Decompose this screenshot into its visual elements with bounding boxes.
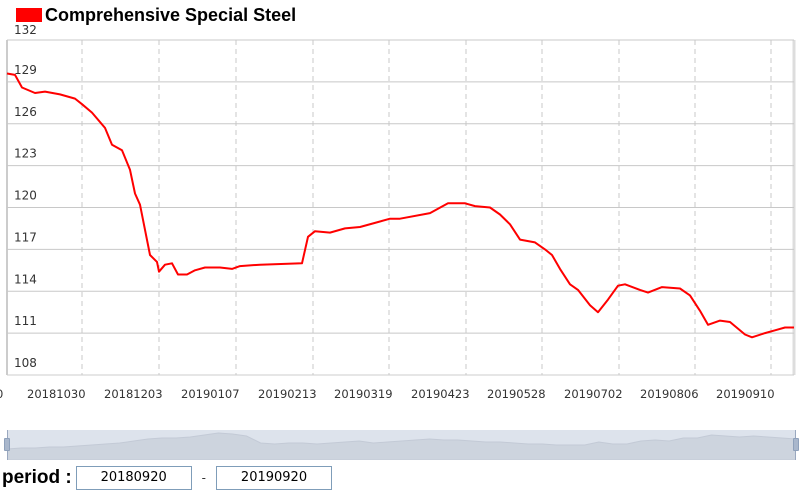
y-tick-label: 132 [14, 23, 37, 37]
y-tick-label: 108 [14, 356, 37, 370]
x-tick-label: 20190702 [564, 387, 623, 401]
navigator-area [7, 432, 796, 460]
x-tick-label: 20190806 [640, 387, 699, 401]
x-tick-label: 20190910 [716, 387, 775, 401]
y-tick-label: 111 [14, 314, 37, 328]
x-tick-label: 20181030 [27, 387, 86, 401]
end-date-input[interactable]: 20190920 [216, 466, 333, 490]
date-separator: - [201, 471, 207, 485]
x-tick-label: 20181203 [104, 387, 163, 401]
x-tick-label: 20190423 [411, 387, 470, 401]
start-date-input[interactable]: 20180920 [75, 466, 192, 490]
navigator-series [7, 432, 796, 460]
x-tick-label: 20190213 [258, 387, 317, 401]
chart-title-row: Comprehensive Special Steel [16, 4, 296, 26]
y-tick-label: 117 [14, 230, 37, 244]
line-chart: 108 111 114 117 120 123 126 129 132 20181030 20181… [0, 23, 796, 401]
y-tick-label: 123 [14, 147, 37, 161]
legend-swatch[interactable] [16, 8, 42, 22]
y-tick-label: 129 [14, 63, 37, 77]
period-selector: period : 20180920 - 20190920 [0, 465, 333, 491]
navigator-right-handle[interactable] [793, 438, 799, 451]
x-tick-label: 20190107 [181, 387, 240, 401]
x-tick-label-clipped: 0 [0, 387, 3, 401]
y-tick-label: 114 [14, 272, 37, 286]
chart-title: Comprehensive Special Steel [45, 4, 297, 25]
x-tick-label: 20190528 [487, 387, 546, 401]
navigator-left-handle[interactable] [4, 438, 10, 451]
period-label: period : [2, 467, 72, 488]
series-line[interactable] [6, 72, 794, 339]
y-tick-label: 120 [14, 189, 37, 203]
range-navigator[interactable] [4, 430, 799, 460]
y-tick-label: 126 [14, 105, 37, 119]
x-tick-label: 20190319 [334, 387, 393, 401]
